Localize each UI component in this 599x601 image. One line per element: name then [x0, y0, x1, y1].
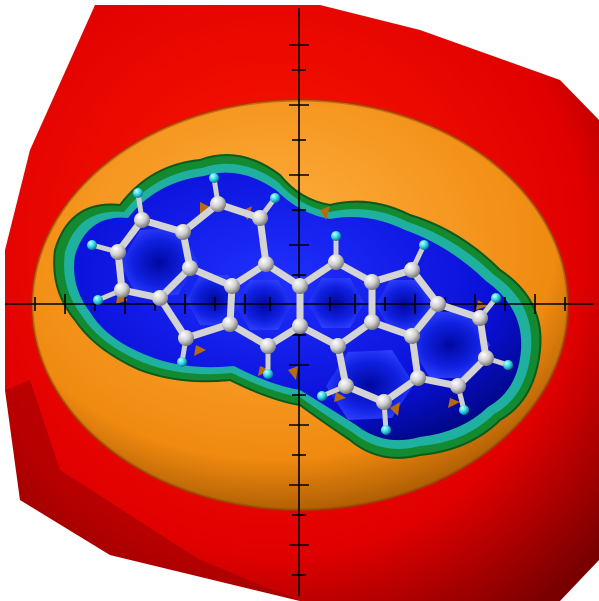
carbon-atom — [430, 296, 446, 312]
carbon-atom — [404, 328, 420, 344]
carbon-atom — [152, 290, 168, 306]
carbon-atom — [410, 370, 426, 386]
carbon-atom — [258, 256, 274, 272]
carbon-atom — [134, 212, 150, 228]
carbon-atom — [252, 210, 268, 226]
carbon-atom — [292, 278, 308, 294]
carbon-atom — [114, 282, 130, 298]
hydrogen-atom — [381, 425, 391, 435]
hydrogen-atom — [459, 405, 469, 415]
carbon-atom — [182, 260, 198, 276]
carbon-atom — [364, 274, 380, 290]
carbon-atom — [376, 394, 392, 410]
hydrogen-atom — [209, 173, 219, 183]
hydrogen-atom — [503, 360, 513, 370]
carbon-atom — [224, 278, 240, 294]
carbon-atom — [178, 330, 194, 346]
carbon-atom — [338, 378, 354, 394]
carbon-atom — [478, 350, 494, 366]
carbon-atom — [328, 254, 344, 270]
carbon-atom — [472, 310, 488, 326]
middle-isosurface-rim — [30, 98, 570, 512]
hydrogen-atom — [93, 295, 103, 305]
hydrogen-atom — [87, 240, 97, 250]
carbon-atom — [175, 224, 191, 240]
carbon-atoms — [110, 196, 494, 410]
carbon-atom — [222, 316, 238, 332]
carbon-atom — [404, 262, 420, 278]
carbon-atom — [450, 378, 466, 394]
carbon-atom — [260, 338, 276, 354]
hydrogen-atom — [263, 369, 273, 379]
carbon-atom — [330, 338, 346, 354]
hydrogen-atom — [317, 391, 327, 401]
carbon-atom — [210, 196, 226, 212]
hydrogen-atom — [419, 240, 429, 250]
hydrogen-atom — [177, 357, 187, 367]
outer-isosurface-shade — [5, 380, 300, 601]
hydrogen-atom — [331, 231, 341, 241]
hydrogen-atom — [133, 188, 143, 198]
hydrogen-atom — [270, 193, 280, 203]
carbon-atom — [364, 314, 380, 330]
carbon-atom — [110, 244, 126, 260]
hydrogen-atom — [491, 293, 501, 303]
hydrogen-atoms — [87, 173, 513, 435]
carbon-atom — [292, 318, 308, 334]
